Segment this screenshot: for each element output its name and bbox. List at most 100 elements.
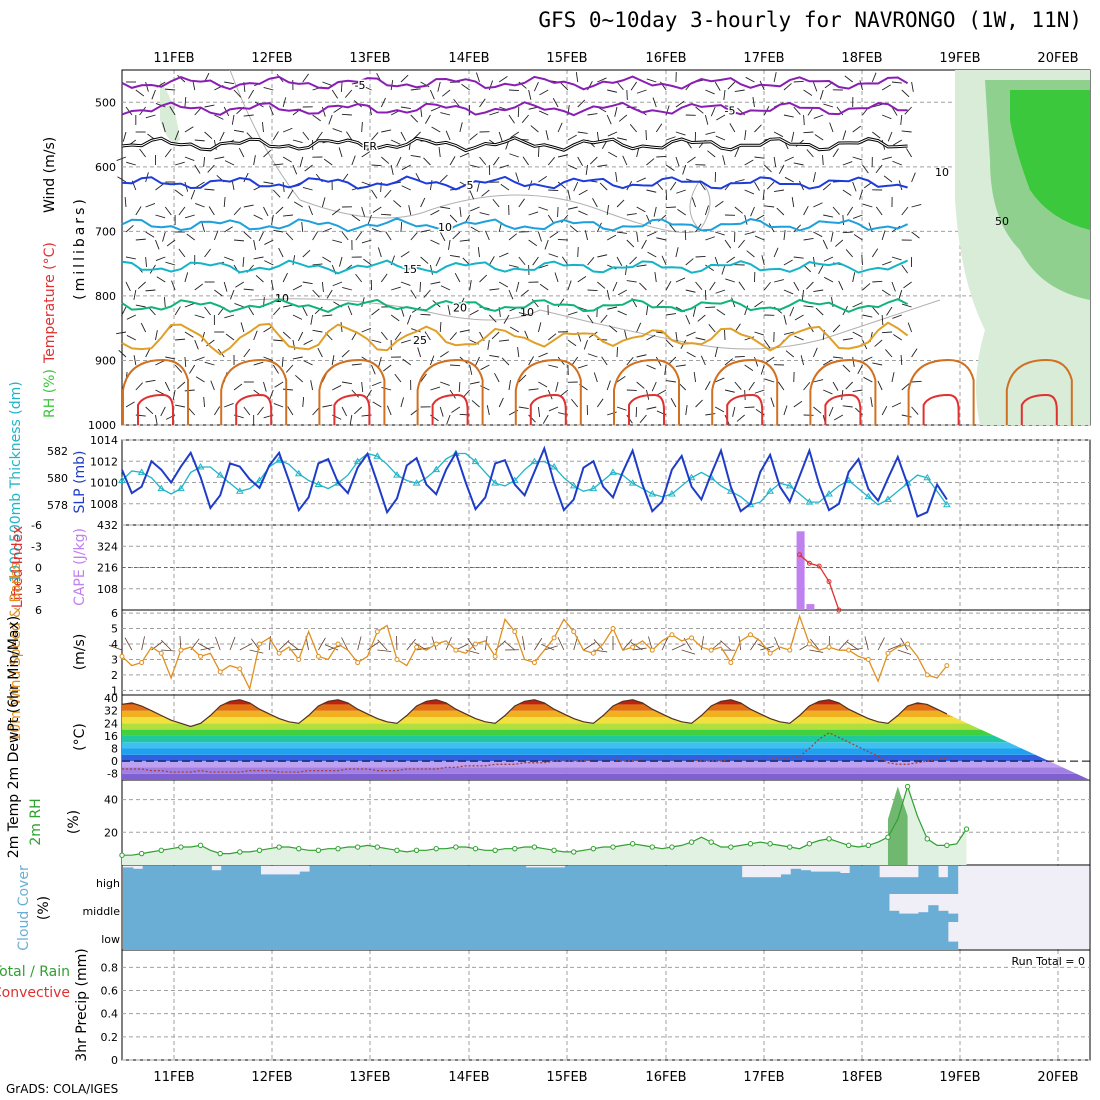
wind-barb (575, 72, 579, 83)
wind-barb (552, 98, 559, 108)
cloud-middle-bar (417, 894, 428, 922)
wind-barb (911, 406, 919, 415)
cloud-high-bar (820, 871, 831, 894)
wind-barb (169, 106, 176, 116)
wind-barb (832, 356, 844, 359)
cloud-high-bar (545, 867, 556, 894)
thickness-point (648, 489, 657, 497)
wind-barb (832, 206, 840, 215)
wind-barb (233, 239, 245, 242)
wind-barb (410, 88, 421, 91)
isotherm-boundary-warm (726, 393, 764, 425)
cloud-low-bar (191, 922, 203, 950)
wind-barb (400, 74, 409, 83)
wind-barb (172, 389, 176, 400)
wind-barb (607, 411, 617, 416)
wind-barb (665, 164, 675, 171)
wind-barb (639, 282, 647, 291)
cloud-middle-bar (447, 894, 458, 922)
wind-barb (645, 129, 647, 141)
cloud-low-bar (486, 922, 497, 950)
thickness-point (471, 457, 480, 465)
thickness-point (569, 481, 578, 489)
li-point (816, 563, 822, 569)
wind10-point (708, 647, 714, 653)
wind-barb (669, 224, 677, 233)
wind-barb (302, 396, 305, 408)
wind-barb (204, 131, 213, 140)
thickness-point (334, 479, 342, 486)
wind-barb (800, 355, 805, 366)
wind-barb (872, 280, 883, 283)
wind-barb (538, 352, 548, 358)
wind10-barb (414, 642, 427, 651)
wind-barb (729, 123, 736, 133)
wind-barb (773, 131, 784, 138)
wind-barb (715, 377, 725, 383)
date-tick-top: 14FEB (448, 51, 489, 66)
wind-barb (744, 336, 755, 341)
rh2m-point (237, 849, 243, 855)
wind-barb (371, 164, 382, 167)
wind-barb (783, 259, 793, 266)
wind-barb (704, 114, 709, 125)
thickness-point (393, 471, 401, 478)
wind-barb (707, 150, 716, 158)
cloud-middle-bar (358, 894, 369, 922)
wind10-point (551, 635, 557, 641)
cloud-middle-bar (722, 894, 733, 922)
wind-barb (442, 89, 451, 97)
wind-barb (184, 156, 195, 162)
wind-barb (557, 239, 568, 241)
wind-barb (852, 125, 862, 133)
cloud-middle-bar (780, 894, 792, 922)
wind-barb (287, 406, 294, 416)
wind-barb (745, 76, 755, 83)
cloud-axis-label: Cloud Cover (16, 865, 32, 951)
wind-barb (871, 248, 879, 258)
wind-barb (599, 182, 608, 191)
wind-barb (508, 264, 519, 268)
wind-barb (355, 231, 363, 241)
wind-barb (194, 164, 201, 174)
wind-barb (195, 181, 205, 188)
rh2m-axis-unit-text: (%) (66, 810, 82, 834)
wind-barb (616, 137, 627, 141)
cloud-middle-bar (525, 894, 536, 922)
wind10-point (649, 647, 655, 653)
cloud-middle-bar (545, 894, 556, 922)
isotherm-boundary-warm (1020, 393, 1058, 425)
wind10-barb (541, 643, 555, 651)
wind-barb (665, 206, 676, 208)
wind-barb (734, 356, 745, 358)
cloud-low-bar (466, 922, 478, 950)
cloud-middle-bar (319, 894, 330, 922)
wind-barb (285, 232, 294, 241)
wind-barb (685, 314, 691, 325)
precip-label-total: Total / Rain (0, 964, 70, 980)
wind-barb (195, 356, 205, 362)
wind-barb (253, 330, 258, 341)
temp-band (122, 710, 1090, 718)
wind-barb (489, 111, 499, 116)
cloud-middle-bar (329, 894, 340, 922)
wind10-barb (367, 641, 380, 651)
wind-barb (282, 214, 293, 217)
cloud-low-bar (211, 922, 222, 950)
pressure-tick: 600 (95, 161, 116, 174)
wind-barb (155, 214, 166, 219)
wind-barb (135, 206, 142, 216)
wind-barb (665, 281, 672, 291)
wind-barb (857, 364, 863, 375)
cloud-axis-unit-text: (%) (36, 896, 52, 920)
wind-barb (381, 156, 390, 164)
cloud-high-bar (790, 868, 802, 894)
wind-barb (898, 289, 903, 300)
wind10-point (630, 644, 636, 650)
wind-barb (596, 131, 600, 142)
wind-barb (911, 81, 914, 92)
wind-barb (333, 106, 343, 113)
wind-barb (423, 289, 431, 298)
rh2m-point (610, 844, 616, 850)
wind-barb (489, 354, 500, 358)
